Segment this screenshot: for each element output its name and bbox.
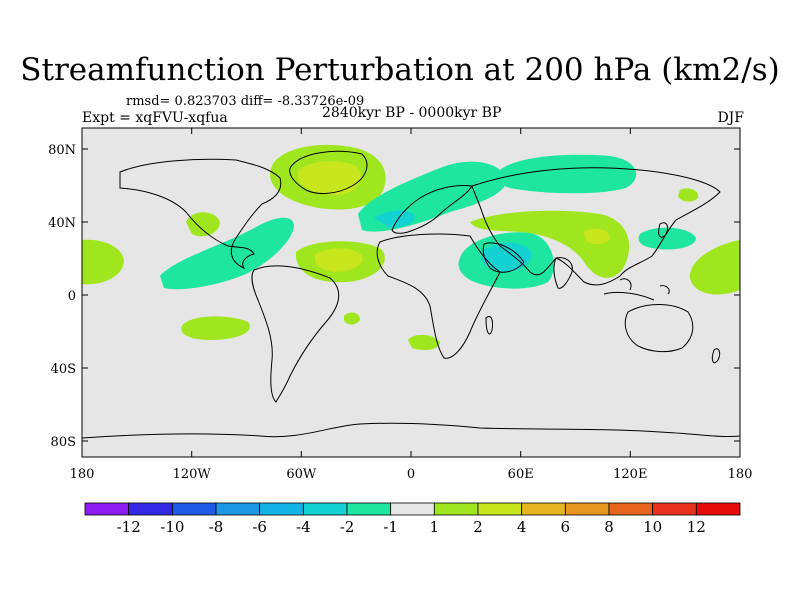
contour-positive-dateline-east	[689, 240, 740, 295]
contour-positive-s-pacific	[181, 316, 250, 340]
contour-positive-s-atlantic	[408, 334, 440, 350]
plot-title: Streamfunction Perturbation at 200 hPa (…	[20, 52, 780, 88]
colorbar-label: -4	[296, 518, 311, 536]
colorbar-swatch	[84, 502, 130, 516]
coastlines	[82, 150, 740, 439]
x-tick-label: 180	[728, 467, 753, 482]
x-tick-label: 180	[70, 467, 95, 482]
y-tick-label: 80S	[51, 435, 76, 450]
contour-negative-siberia	[496, 154, 637, 194]
coast-north-america	[119, 158, 282, 270]
time-label: 2840kyr BP - 0000kyr BP	[322, 105, 502, 121]
colorbar-label: 1	[430, 518, 440, 536]
coast-europe	[391, 185, 473, 234]
colorbar-label: -12	[117, 518, 141, 536]
colorbar-label: 12	[687, 518, 706, 536]
coast-africa	[376, 233, 501, 359]
coast-asia	[471, 167, 721, 286]
y-tick-label: 0	[68, 289, 76, 304]
x-tick-label: 120W	[173, 467, 212, 482]
x-tick-label: 60W	[286, 467, 317, 482]
colorbar-swatch	[390, 502, 435, 516]
stats-line: rmsd= 0.823703 diff= -8.33726e-09	[126, 94, 365, 109]
coast-new-zealand	[711, 348, 721, 364]
y-axis	[82, 148, 740, 442]
contour-positive-greenland-inner	[298, 161, 361, 196]
colorbar-labels: -12 -10 -8 -6 -4 -2 -1 1 2 4 6 8 10 12	[117, 518, 706, 536]
y-tick-labels: 80N 40N 0 40S 80S	[48, 143, 76, 450]
contour-negative-japan	[638, 227, 696, 250]
season-label: DJF	[717, 110, 744, 126]
y-tick-label: 40S	[51, 362, 76, 377]
colorbar-swatch	[215, 502, 261, 516]
x-tick-label: 60E	[508, 467, 534, 482]
colorbar-swatch	[477, 502, 523, 516]
contour-negative-americas	[160, 217, 294, 290]
contour-positive-s-america-east	[344, 312, 360, 325]
coast-arabia	[482, 242, 525, 273]
contour-positive-dateline-west	[82, 239, 124, 285]
colorbar-label: 2	[473, 518, 483, 536]
colorbar-label: 6	[561, 518, 571, 536]
colorbar-swatch	[171, 502, 217, 516]
x-axis	[81, 128, 741, 457]
colorbar-label: -1	[383, 518, 398, 536]
contour-negative-arabia-inner	[481, 242, 532, 272]
colorbar-swatch	[259, 502, 304, 516]
colorbar-label: -2	[340, 518, 355, 536]
colorbar-swatch	[521, 502, 566, 516]
colorbar-label: 4	[517, 518, 527, 536]
colorbar-swatch	[433, 502, 479, 516]
contour-positive-asia-band	[470, 210, 630, 278]
contour-positive-atlantic-inner	[314, 248, 363, 272]
contour-negative-eurasia-inner	[374, 210, 415, 228]
colorbar-swatch	[652, 502, 697, 516]
colorbar-label: 8	[604, 518, 614, 536]
coast-south-america	[251, 265, 340, 403]
coast-greenland	[289, 150, 368, 194]
contour-positive-nw-pacific	[186, 212, 220, 237]
contour-positive-asia-inner	[584, 228, 610, 245]
map-background	[82, 128, 740, 457]
colorbar-swatch	[346, 502, 392, 516]
colorbar-swatch	[608, 502, 654, 516]
colorbar-label: -10	[160, 518, 184, 536]
colorbar-swatch	[302, 502, 348, 516]
colorbar-swatch	[695, 502, 741, 516]
coast-antarctica	[82, 422, 740, 439]
y-tick-label: 80N	[48, 143, 76, 158]
x-tick-labels: 180 120W 60W 0 60E 120E 180	[70, 467, 753, 482]
colorbar-swatch	[564, 502, 610, 516]
coast-japan	[658, 222, 669, 238]
colorbar-label: -6	[252, 518, 267, 536]
colorbar	[84, 502, 741, 516]
colorbar-label: 10	[643, 518, 662, 536]
coast-indonesia	[603, 278, 670, 301]
coast-australia	[624, 304, 694, 353]
coast-madagascar	[485, 316, 493, 335]
x-tick-label: 0	[407, 467, 415, 482]
coast-india	[553, 257, 573, 289]
colorbar-swatch	[128, 502, 173, 516]
y-tick-label: 40N	[48, 216, 76, 231]
contour-fill-layer	[82, 144, 740, 350]
x-tick-label: 120E	[613, 467, 647, 482]
colorbar-label: -8	[209, 518, 224, 536]
experiment-label: Expt = xqFVU-xqfua	[82, 110, 228, 126]
contour-positive-kamchatka	[678, 188, 699, 202]
